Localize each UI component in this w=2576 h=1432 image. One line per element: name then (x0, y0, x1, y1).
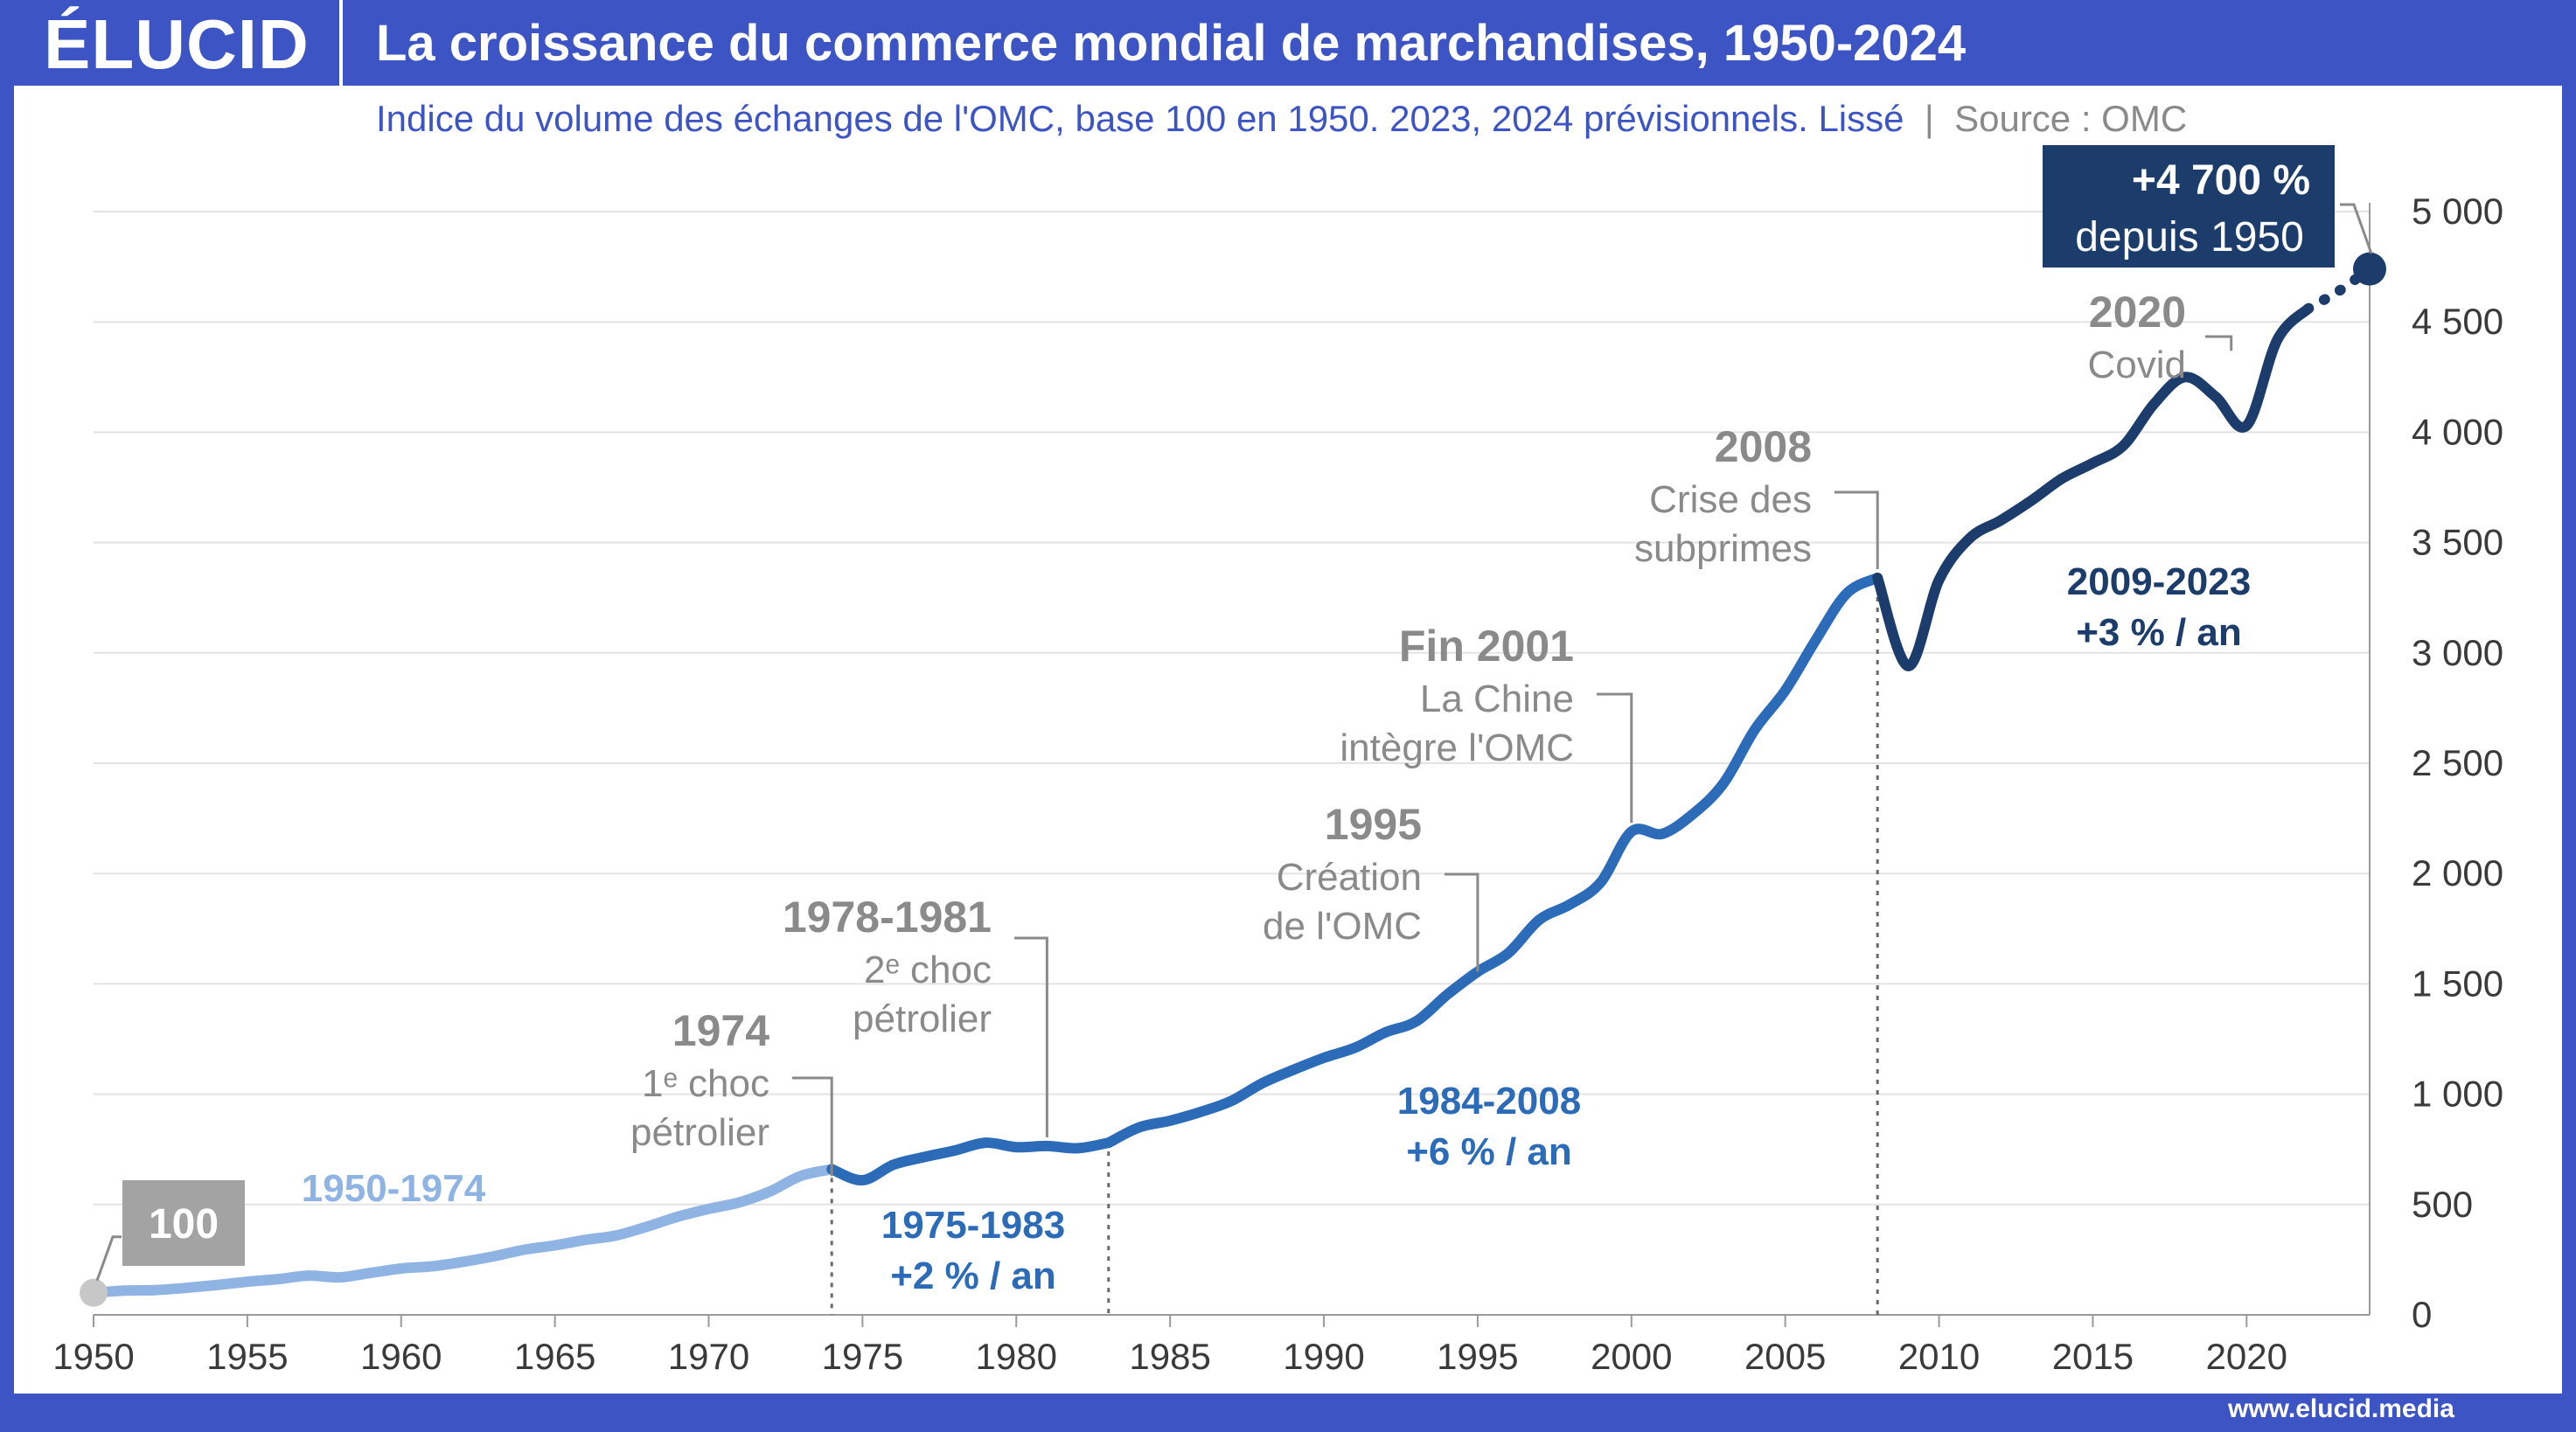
elucid-logo: ÉLUCID (44, 5, 310, 83)
start-leader (95, 1235, 122, 1282)
y-tick-label: 1 000 (2412, 1074, 2503, 1115)
series-line-2009-2023 (1872, 303, 2314, 671)
y-tick-label: 2 000 (2412, 852, 2503, 893)
annotation-year: Fin 2001 (1399, 622, 1574, 671)
y-tick-label: 3 500 (2412, 522, 2503, 563)
x-tick-label: 1965 (514, 1336, 595, 1377)
series-line-1984-2008 (1103, 573, 1883, 1149)
y-tick-label: 1 500 (2412, 963, 2503, 1004)
chart-subtitle: Indice du volume des échanges de l'OMC, … (376, 96, 2187, 142)
annotation-line1: Covid (2088, 344, 2187, 386)
period-rate: +3 % / an (2076, 611, 2242, 654)
y-tick-label: 500 (2412, 1184, 2473, 1225)
event-lines (830, 586, 1879, 1315)
annotation-line2: subprimes (1634, 527, 1812, 570)
period-label: 1984-2008 (1397, 1080, 1581, 1123)
end-label-box (2043, 145, 2335, 268)
x-tick-label: 1990 (1283, 1336, 1364, 1377)
annotation-year: 1995 (1325, 800, 1422, 849)
annotation-year: 1974 (672, 1006, 769, 1055)
source-separator: | (1914, 98, 1955, 139)
end-label-line2: depuis 1950 (2075, 214, 2304, 261)
series-line-1975-1983 (826, 1137, 1114, 1185)
y-tick-label: 4 000 (2412, 411, 2503, 452)
x-tick-label: 1975 (822, 1336, 903, 1377)
end-leader (2340, 203, 2373, 254)
y-tick-label: 4 500 (2412, 301, 2503, 342)
annotation-year: 1978-1981 (783, 893, 992, 942)
start-point (80, 1278, 108, 1307)
gridlines (94, 211, 2370, 1206)
x-tick-label: 1960 (360, 1336, 442, 1377)
annotation-year: 2008 (1715, 422, 1812, 471)
x-tick-label: 2000 (1591, 1336, 1672, 1377)
y-tick-label: 5 000 (2412, 191, 2503, 232)
chart-panel (14, 86, 2562, 1394)
annotations: 100 +4 700 % depuis 1950 1974 1ᵉ choc pétroli… (95, 145, 2373, 1297)
annotation-line1: Crise des (1649, 478, 1812, 521)
annotation-leader (1835, 490, 1879, 569)
period-rate: +6 % / an (1406, 1130, 1572, 1173)
x-tick-label: 1970 (668, 1336, 749, 1377)
period-rate: +2 % / an (890, 1255, 1056, 1297)
annotation-line1: 2ᵉ choc (864, 949, 992, 991)
subtitle-text: Indice du volume des échanges de l'OMC, … (376, 98, 1904, 139)
end-label-line1: +4 700 % (2132, 157, 2310, 204)
annotation-line1: Création (1277, 856, 1422, 899)
header-bar: ÉLUCID La croissance du commerce mondial… (0, 0, 2576, 86)
start-label-box (122, 1180, 245, 1266)
y-tick-label: 0 (2412, 1294, 2432, 1335)
start-label: 100 (149, 1201, 219, 1248)
x-tick-label: 2015 (2052, 1336, 2134, 1377)
end-point (2353, 252, 2386, 286)
annotation-leader (2205, 335, 2233, 351)
annotation-leader (1014, 936, 1048, 1137)
period-label: 1975-1983 (881, 1204, 1065, 1247)
annotation-leader (792, 1076, 833, 1177)
annotation-line2: de l'OMC (1263, 905, 1422, 948)
annotation-line2: intègre l'OMC (1340, 726, 1574, 769)
axes: 0 500 1 000 1 500 2 000 2 500 3 000 3 500 4 000 4… (52, 191, 2503, 1377)
annotation-leader (1445, 872, 1479, 972)
y-tick-label: 3 000 (2412, 632, 2503, 673)
period-label: 1950-1974 (302, 1167, 486, 1210)
y-tick-label: 2 500 (2412, 742, 2503, 783)
x-tick-label: 1995 (1437, 1336, 1518, 1377)
annotation-line1: La Chine (1420, 678, 1574, 720)
annotation-line2: pétrolier (630, 1111, 769, 1154)
period-label: 2009-2023 (2067, 560, 2251, 603)
annotation-leader (1597, 692, 1633, 824)
x-tick-label: 1980 (976, 1336, 1057, 1377)
annotation-line1: 1ᵉ choc (642, 1062, 769, 1105)
footer-url[interactable]: www.elucid.media (2228, 1394, 2454, 1423)
x-tick-label: 1950 (52, 1336, 134, 1377)
series-lines (80, 252, 2386, 1307)
x-tick-label: 2005 (1744, 1336, 1826, 1377)
x-tick-label: 1985 (1129, 1336, 1210, 1377)
annotation-year: 2020 (2089, 288, 2186, 337)
series-line-2023-2024 (2302, 263, 2375, 315)
x-tick-label: 2020 (2206, 1336, 2287, 1377)
x-tick-label: 1955 (206, 1336, 288, 1377)
series-line-1950-1974 (88, 1164, 838, 1298)
chart-title: La croissance du commerce mondial de mar… (376, 15, 1967, 72)
source-text: Source : OMC (1954, 98, 2188, 139)
header-divider (339, 0, 343, 86)
annotation-line2: pétrolier (853, 998, 992, 1040)
x-tick-label: 2010 (1898, 1336, 1980, 1377)
